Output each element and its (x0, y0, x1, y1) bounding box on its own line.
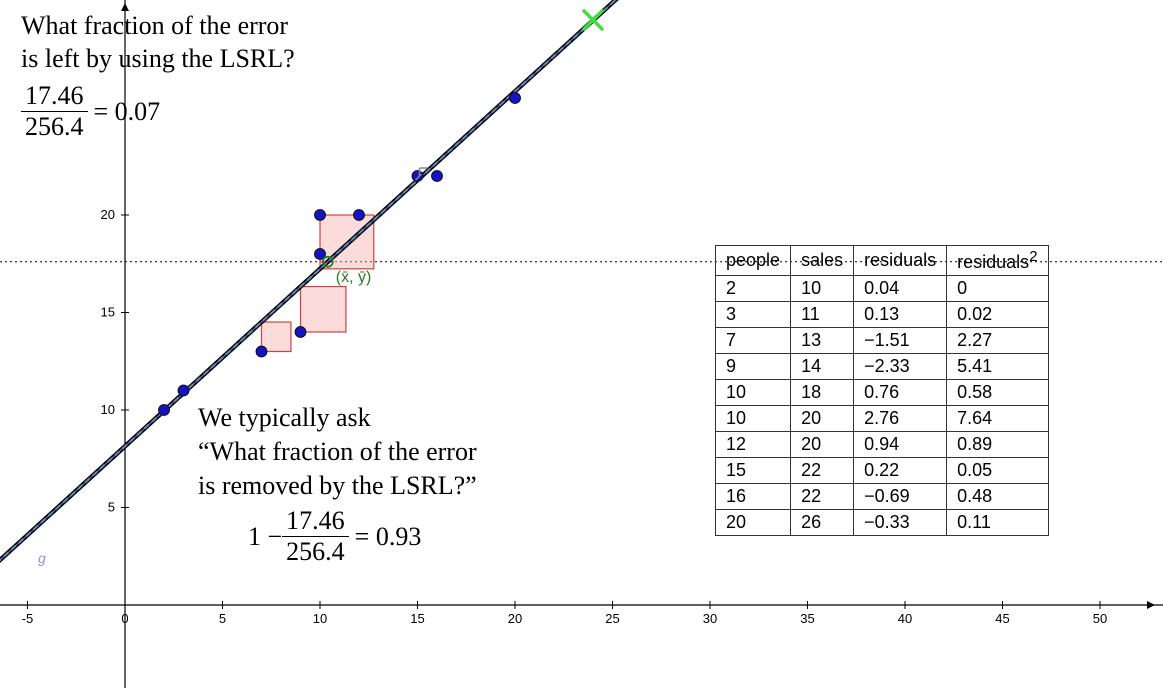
svg-text:35: 35 (800, 611, 814, 626)
svg-text:(x̄, ȳ): (x̄, ȳ) (336, 269, 372, 286)
table-row: 3110.130.02 (716, 302, 1049, 328)
question-text-top: What fraction of the error is left by us… (21, 10, 295, 142)
table-row: 1622−0.690.48 (716, 484, 1049, 510)
svg-text:30: 30 (703, 611, 717, 626)
table-row: 2026−0.330.11 (716, 510, 1049, 536)
fraction-middle: 17.46 256.4 (282, 506, 349, 567)
middle-line-2: “What fraction of the error (198, 435, 477, 469)
svg-text:-5: -5 (22, 611, 34, 626)
svg-text:20: 20 (508, 611, 522, 626)
question-line-2: is left by using the LSRL? (21, 43, 295, 76)
table-row: 914−2.335.41 (716, 354, 1049, 380)
table-row: 713−1.512.27 (716, 328, 1049, 354)
svg-text:5: 5 (108, 500, 115, 515)
svg-text:50: 50 (1093, 611, 1107, 626)
svg-text:10: 10 (101, 402, 115, 417)
middle-line-3: is removed by the LSRL?” (198, 469, 477, 503)
equals-result-top: = 0.07 (94, 97, 161, 127)
table-row: 10202.767.64 (716, 406, 1049, 432)
table-header: residuals2 (947, 246, 1048, 276)
svg-text:0: 0 (121, 611, 128, 626)
svg-text:15: 15 (410, 611, 424, 626)
svg-text:45: 45 (995, 611, 1009, 626)
table-row: 2100.040 (716, 276, 1049, 302)
svg-text:40: 40 (898, 611, 912, 626)
table-header: sales (791, 246, 854, 276)
middle-line-1: We typically ask (198, 401, 477, 435)
svg-text:15: 15 (101, 305, 115, 320)
fraction-top: 17.46 256.4 (21, 81, 88, 142)
svg-text:10: 10 (313, 611, 327, 626)
svg-text:20: 20 (101, 207, 115, 222)
residuals-table: peoplesalesresidualsresiduals22100.04031… (715, 245, 1049, 536)
line-g-label: g (38, 550, 46, 566)
table-row: 12200.940.89 (716, 432, 1049, 458)
one-minus: 1 − (248, 522, 282, 552)
svg-text:25: 25 (605, 611, 619, 626)
table-row: 10180.760.58 (716, 380, 1049, 406)
equals-result-middle: = 0.93 (355, 522, 422, 552)
table-row: 15220.220.05 (716, 458, 1049, 484)
table-header: people (716, 246, 791, 276)
table-header: residuals (854, 246, 947, 276)
question-line-1: What fraction of the error (21, 10, 295, 43)
svg-text:5: 5 (219, 611, 226, 626)
question-text-middle: We typically ask “What fraction of the e… (198, 401, 477, 567)
